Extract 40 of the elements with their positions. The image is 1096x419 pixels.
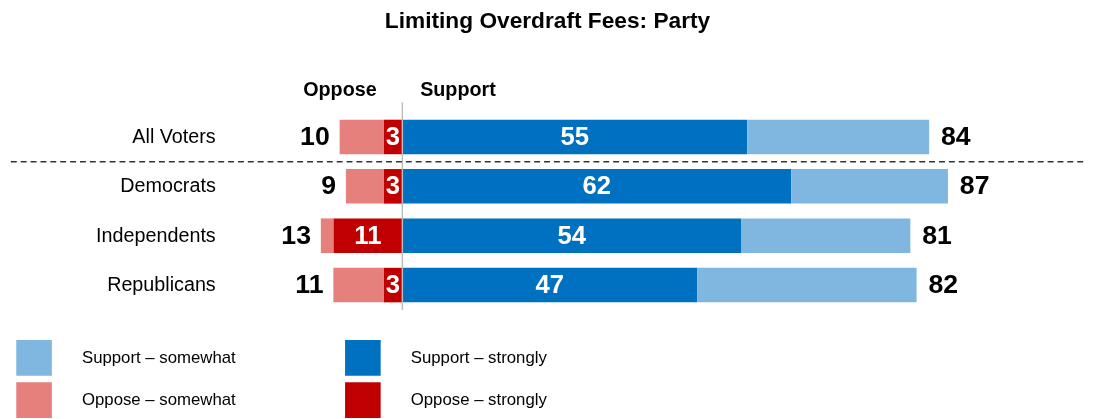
bar [402, 218, 742, 253]
legend-label: Support – somewhat [81, 347, 237, 367]
annotation: 3 [385, 121, 401, 150]
bar [697, 267, 917, 303]
bar [333, 267, 384, 303]
text: 81 [922, 219, 952, 250]
annotation: 11 [354, 220, 382, 249]
y-tick-label: Republicans [107, 273, 216, 295]
text: Support [420, 78, 497, 101]
legend-label: Oppose – strongly [410, 390, 548, 410]
bar [345, 169, 384, 204]
data-label: 47 [535, 269, 565, 298]
y-tick-label: Independents [96, 223, 216, 246]
y-tick-label: All Voters [132, 124, 216, 147]
legend-label: Oppose – somewhat [81, 390, 237, 410]
text: 10 [300, 120, 330, 151]
annotation: 3 [385, 171, 401, 200]
bar [320, 218, 334, 253]
bar [747, 119, 930, 155]
data-label: 62 [582, 171, 612, 200]
bar [402, 267, 698, 303]
text: 87 [959, 170, 990, 201]
legend-label: Support – strongly [410, 347, 548, 367]
annotation: 3 [385, 269, 401, 298]
text: Oppose [303, 78, 377, 101]
bar [339, 119, 384, 155]
bar [333, 218, 403, 253]
text: 84 [941, 120, 971, 151]
data-label: 54 [557, 220, 587, 249]
text: 11 [295, 268, 324, 299]
y-tick-label: Democrats [120, 174, 216, 197]
text: 9 [321, 170, 337, 201]
text: 13 [281, 219, 311, 250]
bar [402, 119, 748, 155]
bar [791, 169, 948, 204]
bar [402, 169, 792, 204]
data-label: 55 [560, 121, 590, 150]
text: 82 [928, 268, 959, 299]
chart-title: Limiting Overdraft Fees: Party [384, 7, 711, 34]
bar [741, 218, 911, 253]
